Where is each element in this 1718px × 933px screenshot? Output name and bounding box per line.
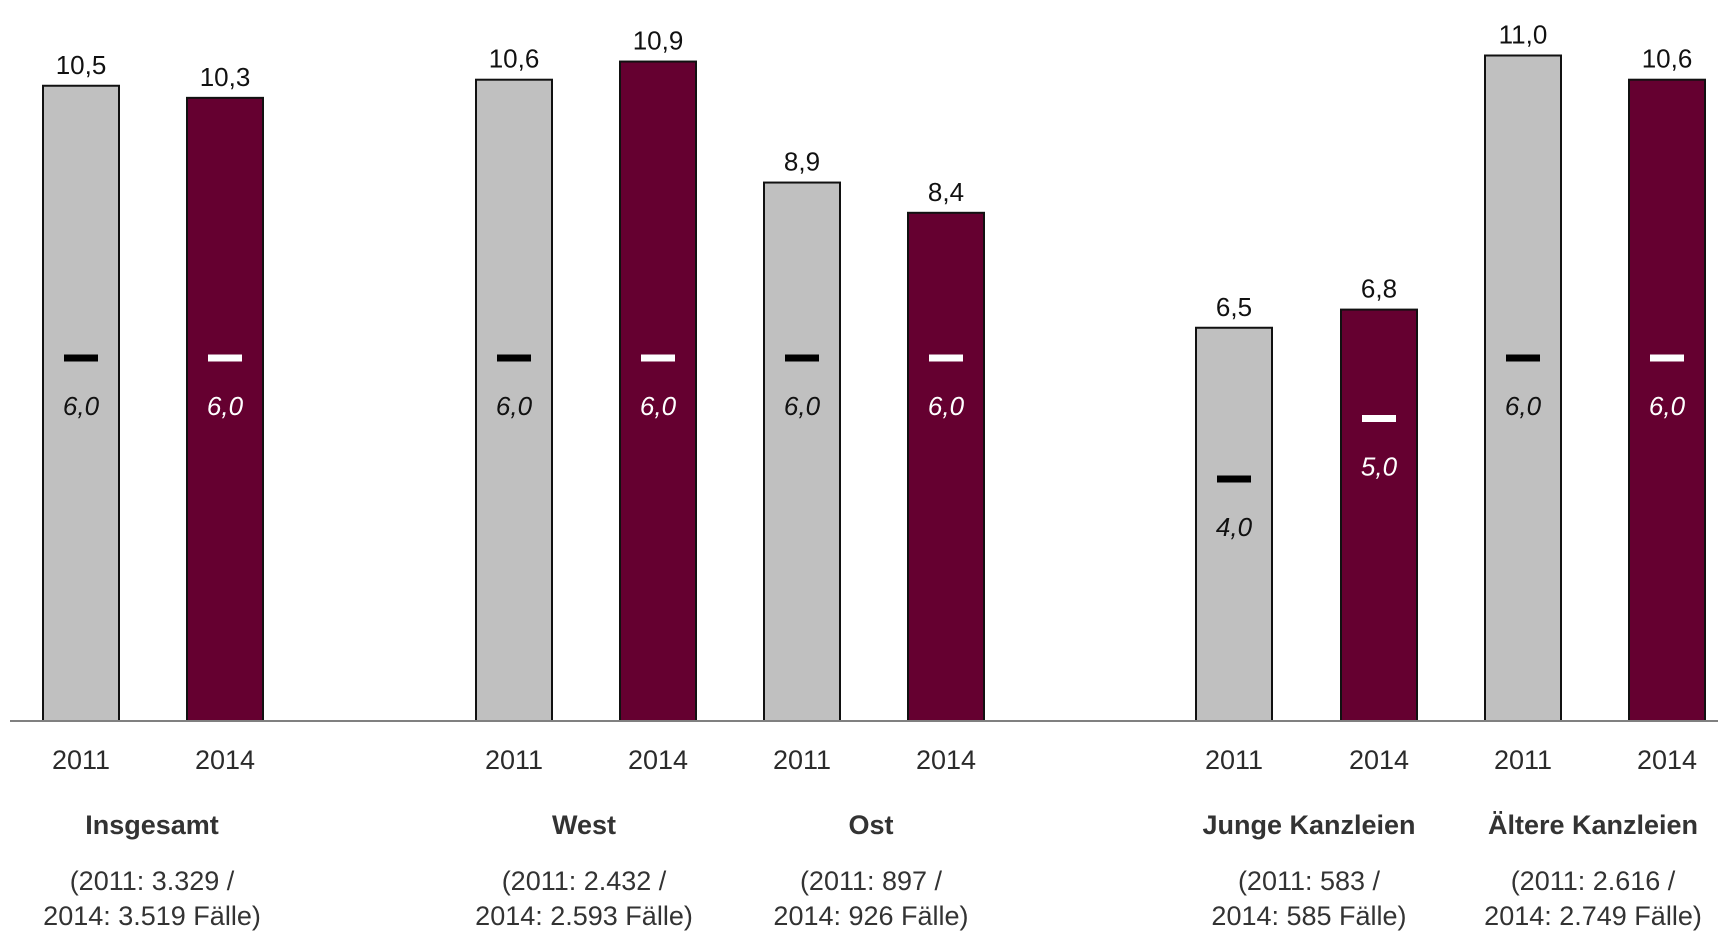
value-label-ost-2014: 8,4: [928, 177, 964, 207]
median-label-junge-kanzleien-2014: 5,0: [1361, 452, 1398, 482]
median-label-insgesamt-2011: 6,0: [63, 391, 100, 421]
median-marker-ältere-kanzleien-2011: [1506, 354, 1540, 362]
group-label-ost: Ost: [848, 810, 893, 840]
median-marker-ost-2014: [929, 354, 963, 362]
median-marker-west-2014: [641, 354, 675, 362]
year-tick-ost-2011: 2011: [773, 745, 831, 775]
bar-west-2014: [619, 60, 697, 723]
median-marker-junge-kanzleien-2011: [1217, 475, 1251, 483]
value-label-insgesamt-2011: 10,5: [56, 50, 107, 80]
median-label-ost-2011: 6,0: [784, 391, 821, 421]
value-label-junge-kanzleien-2014: 6,8: [1361, 274, 1397, 304]
median-label-insgesamt-2014: 6,0: [207, 391, 244, 421]
value-label-insgesamt-2014: 10,3: [200, 62, 251, 92]
bar-ältere-kanzleien-2011: [1484, 54, 1562, 722]
year-tick-west-2011: 2011: [485, 745, 543, 775]
median-label-west-2014: 6,0: [640, 391, 677, 421]
cases-label-ältere-kanzleien-line1: (2011: 2.616 /: [1511, 866, 1676, 896]
value-label-ost-2011: 8,9: [784, 147, 820, 177]
cases-label-junge-kanzleien-line1: (2011: 583 /: [1238, 866, 1381, 896]
bar-west-2011: [475, 78, 553, 722]
median-label-ost-2014: 6,0: [928, 391, 965, 421]
cases-label-ältere-kanzleien-line2: 2014: 2.749 Fälle): [1484, 901, 1702, 931]
cases-label-insgesamt-line1: (2011: 3.329 /: [70, 866, 235, 896]
median-marker-insgesamt-2011: [64, 354, 98, 362]
median-label-west-2011: 6,0: [496, 391, 533, 421]
value-label-junge-kanzleien-2011: 6,5: [1216, 292, 1252, 322]
group-label-junge-kanzleien: Junge Kanzleien: [1202, 810, 1415, 840]
value-label-ältere-kanzleien-2011: 11,0: [1499, 20, 1548, 50]
value-label-west-2014: 10,9: [633, 26, 684, 56]
bar-insgesamt-2011: [42, 84, 120, 722]
bar-ost-2014: [907, 211, 985, 723]
median-marker-ost-2011: [785, 354, 819, 362]
median-marker-insgesamt-2014: [208, 354, 242, 362]
group-label-ältere-kanzleien: Ältere Kanzleien: [1488, 810, 1698, 840]
bar-insgesamt-2014: [186, 96, 264, 723]
labels-layer: 10,5 6,0 2011 10,3 6,0 2014 Insgesamt (2011: 3.…: [43, 20, 1702, 932]
bar-ost-2011: [763, 181, 841, 723]
year-tick-ost-2014: 2014: [916, 745, 976, 775]
year-tick-insgesamt-2011: 2011: [52, 745, 110, 775]
group-label-west: West: [552, 810, 616, 840]
year-tick-ältere-kanzleien-2014: 2014: [1637, 745, 1697, 775]
cases-label-junge-kanzleien-line2: 2014: 585 Fälle): [1211, 901, 1406, 931]
cases-label-west-line1: (2011: 2.432 /: [502, 866, 667, 896]
cases-label-insgesamt-line2: 2014: 3.519 Fälle): [43, 901, 261, 931]
year-tick-junge-kanzleien-2011: 2011: [1205, 745, 1263, 775]
bar-ältere-kanzleien-2014: [1628, 78, 1706, 722]
value-label-ältere-kanzleien-2014: 10,6: [1642, 44, 1693, 74]
group-label-insgesamt: Insgesamt: [85, 810, 219, 840]
year-tick-insgesamt-2014: 2014: [195, 745, 255, 775]
cases-label-ost-line1: (2011: 897 /: [800, 866, 943, 896]
median-label-junge-kanzleien-2011: 4,0: [1216, 512, 1253, 542]
bar-junge-kanzleien-2014: [1340, 308, 1418, 722]
cases-label-west-line2: 2014: 2.593 Fälle): [475, 901, 693, 931]
year-tick-junge-kanzleien-2014: 2014: [1349, 745, 1409, 775]
year-tick-west-2014: 2014: [628, 745, 688, 775]
bars-layer: [42, 54, 1706, 723]
median-label-ältere-kanzleien-2011: 6,0: [1505, 391, 1542, 421]
median-label-ältere-kanzleien-2014: 6,0: [1649, 391, 1686, 421]
value-label-west-2011: 10,6: [489, 44, 540, 74]
year-tick-ältere-kanzleien-2011: 2011: [1494, 745, 1552, 775]
median-marker-junge-kanzleien-2014: [1362, 415, 1396, 422]
median-marker-ältere-kanzleien-2014: [1650, 354, 1684, 362]
median-marker-west-2011: [497, 354, 531, 362]
cases-label-ost-line2: 2014: 926 Fälle): [773, 901, 968, 931]
